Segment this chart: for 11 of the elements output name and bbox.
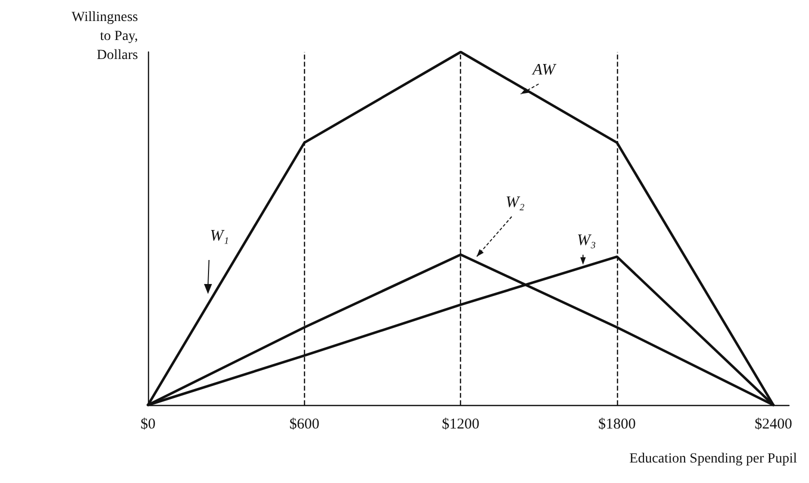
- annotation: W₁: [210, 228, 229, 244]
- x-tick-label: $1800: [598, 416, 636, 432]
- x-tick-label: $2400: [754, 416, 792, 432]
- series-label: W₃: [577, 232, 596, 250]
- x-tick-label: $600: [289, 416, 320, 432]
- series-label: AW: [532, 62, 557, 78]
- text: W₂: [506, 194, 526, 212]
- y-axis-title: Willingness to Pay, Dollars: [72, 10, 138, 63]
- x-tick-label: $0: [140, 416, 156, 432]
- x-tick-label: $1200: [442, 416, 480, 432]
- x-axis-title: Education Spending per Pupil: [629, 452, 798, 466]
